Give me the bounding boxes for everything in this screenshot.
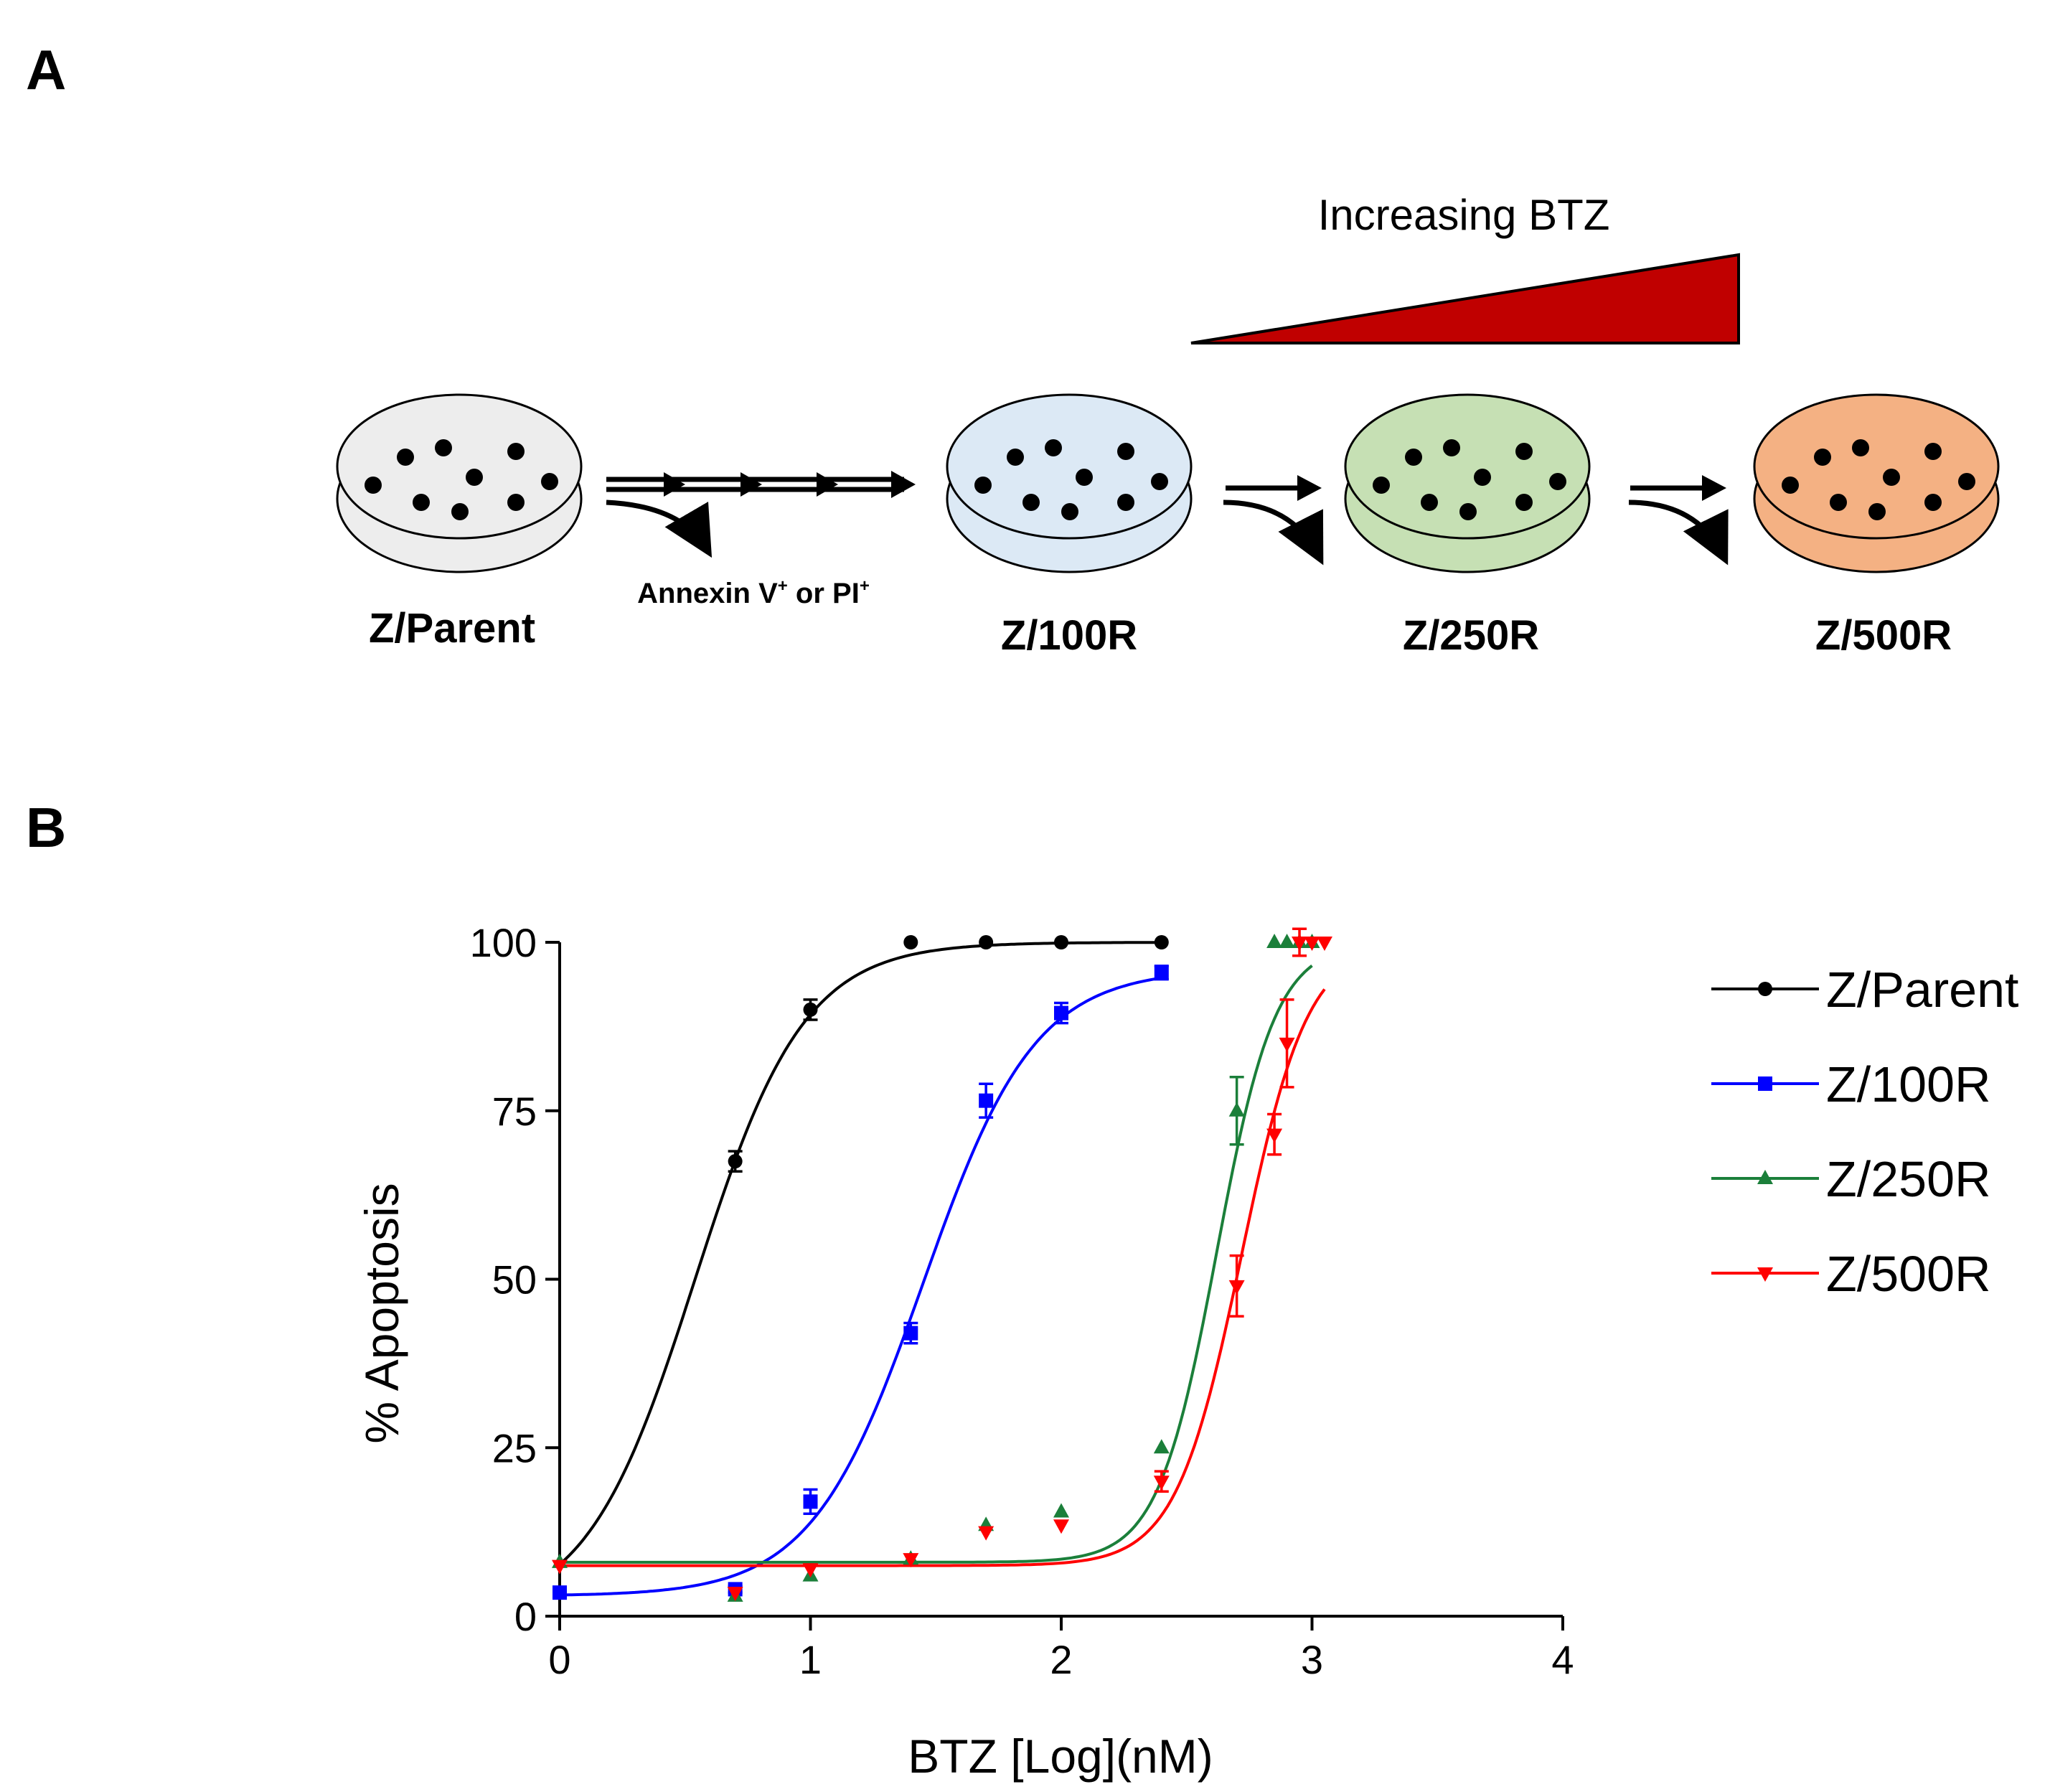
data-point xyxy=(727,1587,743,1602)
data-point xyxy=(1153,1476,1170,1491)
data-point xyxy=(1054,1005,1068,1021)
series-points-4 xyxy=(552,927,1332,1602)
gradient-label: Increasing BTZ xyxy=(1318,191,1610,239)
series-points-2 xyxy=(553,965,1169,1600)
legend-item-2: Z/100R xyxy=(1711,1056,1991,1112)
x-axis-label: BTZ [Log](nM) xyxy=(908,1730,1213,1783)
x-tick-label: 4 xyxy=(1551,1637,1574,1682)
panel-b-label: B xyxy=(26,796,67,859)
step-arrow-1 xyxy=(1223,485,1324,566)
selection-label: Annexin V+ or PI+ xyxy=(637,576,870,609)
arrow-head xyxy=(1702,475,1726,501)
data-point xyxy=(1266,1128,1283,1143)
data-point xyxy=(1053,1519,1069,1534)
data-point xyxy=(1154,965,1169,980)
schematic-diagram: Increasing BTZ Z/Parent Annexin V+ or PI… xyxy=(336,191,2000,659)
data-point xyxy=(552,1559,568,1575)
legend-label: Z/100R xyxy=(1826,1056,1991,1112)
data-point xyxy=(803,1002,818,1017)
panel-a-label: A xyxy=(26,38,67,101)
data-point xyxy=(553,1585,567,1600)
fit-curve-2 xyxy=(560,976,1162,1597)
data-point xyxy=(903,1553,919,1568)
data-point xyxy=(1279,1037,1295,1052)
data-point xyxy=(1228,1280,1245,1295)
chart-legend: Z/Parent Z/100R Z/250R Z/500R xyxy=(1711,962,2018,1302)
fit-curve-1 xyxy=(558,941,1162,1566)
data-point xyxy=(1266,934,1283,948)
data-point xyxy=(1153,1439,1170,1454)
legend-item-3: Z/250R xyxy=(1711,1151,1991,1207)
dish-label-z-500r: Z/500R xyxy=(1815,612,1952,659)
data-point xyxy=(903,935,918,949)
cell-dots xyxy=(365,439,558,520)
cell-dots xyxy=(1782,439,1975,520)
cell-dots xyxy=(974,439,1168,520)
arrow-heads xyxy=(664,471,916,498)
data-point xyxy=(1054,935,1068,949)
data-point xyxy=(903,1326,918,1341)
data-point xyxy=(728,1154,743,1169)
y-tick-label: 75 xyxy=(492,1089,537,1134)
fit-curve-3 xyxy=(560,965,1313,1564)
legend-marker xyxy=(1757,1170,1773,1184)
data-point xyxy=(979,1093,994,1108)
legend-label: Z/250R xyxy=(1826,1151,1991,1207)
series-points-3 xyxy=(552,934,1320,1602)
legend-item-4: Z/500R xyxy=(1711,1246,1991,1302)
dish-label-z-250r: Z/250R xyxy=(1403,612,1539,659)
data-point xyxy=(1053,1503,1069,1518)
dish-z-500r xyxy=(1753,393,2000,573)
legend-marker xyxy=(1758,1076,1772,1091)
data-point xyxy=(802,1563,819,1578)
data-point xyxy=(803,1494,818,1509)
x-tick-label: 3 xyxy=(1301,1637,1323,1682)
y-tick-label: 50 xyxy=(492,1257,537,1303)
y-tick-label: 0 xyxy=(514,1594,537,1639)
x-tick-label: 1 xyxy=(799,1637,822,1682)
data-points xyxy=(552,927,1332,1602)
step-arrow-2 xyxy=(1628,485,1729,566)
data-point xyxy=(1154,935,1169,949)
btz-gradient-triangle xyxy=(1190,253,1740,344)
legend-marker xyxy=(1758,982,1772,996)
dish-z-100r xyxy=(946,393,1193,573)
legend-item-1: Z/Parent xyxy=(1711,962,2018,1018)
y-tick-label: 25 xyxy=(492,1425,537,1470)
y-axis-label: % Apoptosis xyxy=(355,1183,408,1443)
data-point xyxy=(979,935,994,949)
dish-z-250r xyxy=(1344,393,1591,573)
x-tick-label: 2 xyxy=(1050,1637,1072,1682)
data-point xyxy=(1292,937,1308,951)
data-point xyxy=(978,1526,995,1541)
data-point xyxy=(1304,937,1320,951)
dish-label-z-100r: Z/100R xyxy=(1001,612,1137,659)
legend-label: Z/Parent xyxy=(1826,962,2018,1018)
dish-z-parent xyxy=(336,393,583,573)
data-point xyxy=(1279,934,1295,948)
series-points-1 xyxy=(553,935,1169,1600)
cell-dots xyxy=(1373,439,1566,520)
data-point xyxy=(1228,1102,1245,1117)
fit-curve-4 xyxy=(560,988,1326,1567)
x-tick-label: 0 xyxy=(548,1637,570,1682)
y-tick-label: 100 xyxy=(470,920,537,965)
fit-curves xyxy=(558,941,1326,1597)
selection-arrows xyxy=(606,477,904,558)
arrow-head xyxy=(1297,475,1322,501)
chart-axes: 0 1 2 3 4 0 25 50 75 100 xyxy=(470,920,1574,1682)
legend-marker xyxy=(1757,1267,1773,1282)
legend-label: Z/500R xyxy=(1826,1246,1991,1302)
dish-label-z-parent: Z/Parent xyxy=(369,605,535,652)
data-point xyxy=(1316,937,1332,951)
